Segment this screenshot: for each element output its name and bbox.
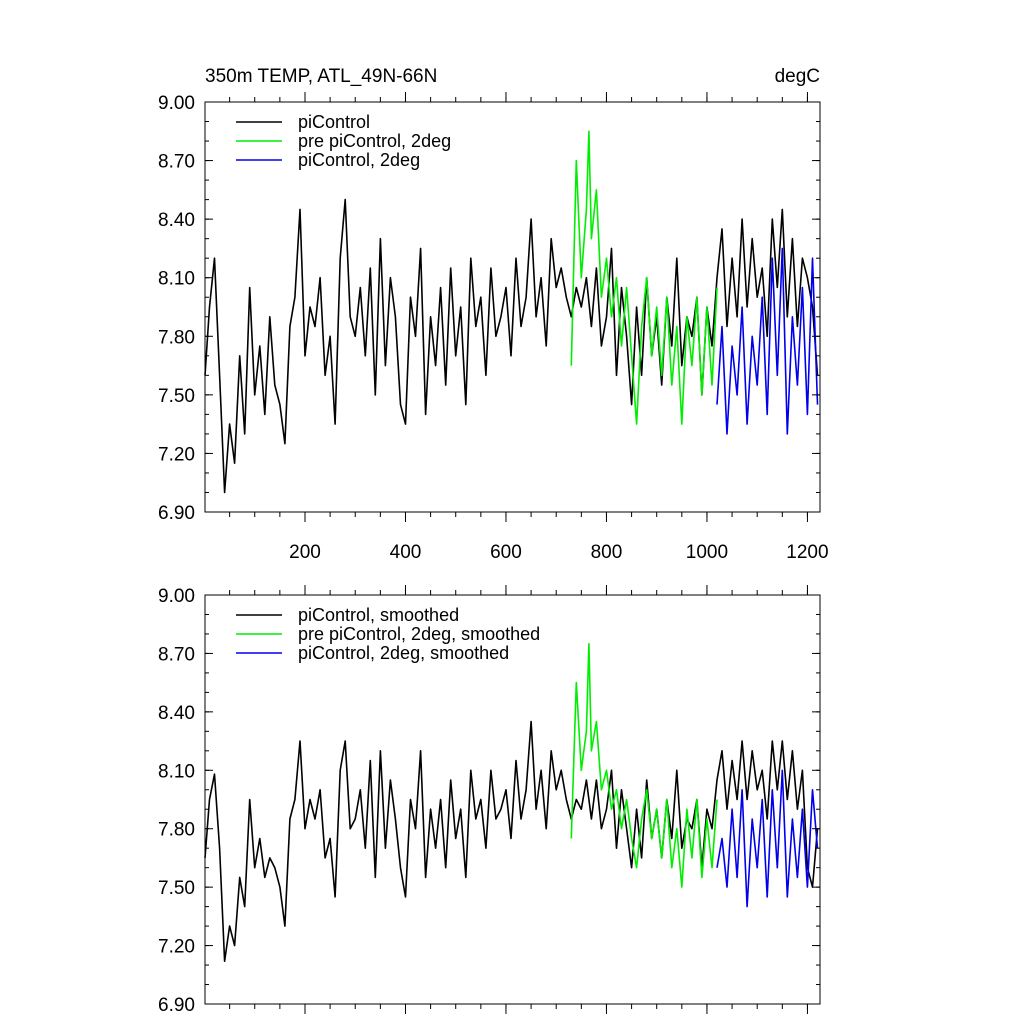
bottom-panel: 6.90 7.20 7.50 7.80 8.10 8.40 8.70 9.00 piContro… [158, 585, 821, 1016]
y-tick-label: 7.20 [158, 937, 195, 958]
legend-label-0: piControl, smoothed [298, 605, 459, 625]
y-tick-label: 8.70 [158, 152, 195, 173]
x-tick-label: 800 [591, 542, 623, 563]
legend-label-1: pre piControl, 2deg, smoothed [298, 624, 540, 644]
series-line-1-0 [204, 720, 819, 962]
y-tick-label: 7.80 [158, 820, 195, 841]
series-line-1-1 [570, 642, 718, 888]
x-tick-label: 1000 [686, 542, 728, 563]
y-tick-label: 7.50 [158, 386, 195, 407]
y-tick-label: 8.10 [158, 761, 195, 782]
y-tick-label: 7.50 [158, 878, 195, 899]
legend-label-2: piControl, 2deg [298, 150, 420, 170]
units-label: degC [775, 66, 820, 87]
series-line-1-2 [716, 769, 819, 908]
series-line-0-0 [204, 198, 819, 494]
legend-label-2: piControl, 2deg, smoothed [298, 643, 509, 663]
y-tick-label: 8.10 [158, 269, 195, 290]
plot-frame [204, 101, 821, 513]
series-line-0-1 [570, 130, 718, 425]
x-tick-label: 400 [390, 542, 422, 563]
legend-label-1: pre piControl, 2deg [298, 131, 451, 151]
chart-title: 350m TEMP, ATL_49N-66N [205, 66, 437, 87]
x-tick-label: 200 [289, 542, 321, 563]
y-tick-label: 7.80 [158, 327, 195, 348]
y-tick-label: 7.20 [158, 444, 195, 465]
x-tick-label: 1200 [786, 542, 828, 563]
y-tick-label: 9.00 [158, 586, 195, 607]
top-panel: 6.90 7.20 7.50 7.80 8.10 8.40 8.70 9.00 200 400 60… [158, 92, 829, 563]
y-tick-label: 8.70 [158, 644, 195, 665]
y-tick-label: 8.40 [158, 210, 195, 231]
y-tick-label: 6.90 [158, 995, 195, 1016]
series-line-0-2 [716, 247, 819, 435]
y-tick-label: 9.00 [158, 93, 195, 114]
x-tick-label: 600 [490, 542, 522, 563]
legend-label-0: piControl [298, 112, 370, 132]
y-tick-label: 6.90 [158, 503, 195, 524]
plot-frame [204, 594, 821, 1005]
y-tick-label: 8.40 [158, 703, 195, 724]
